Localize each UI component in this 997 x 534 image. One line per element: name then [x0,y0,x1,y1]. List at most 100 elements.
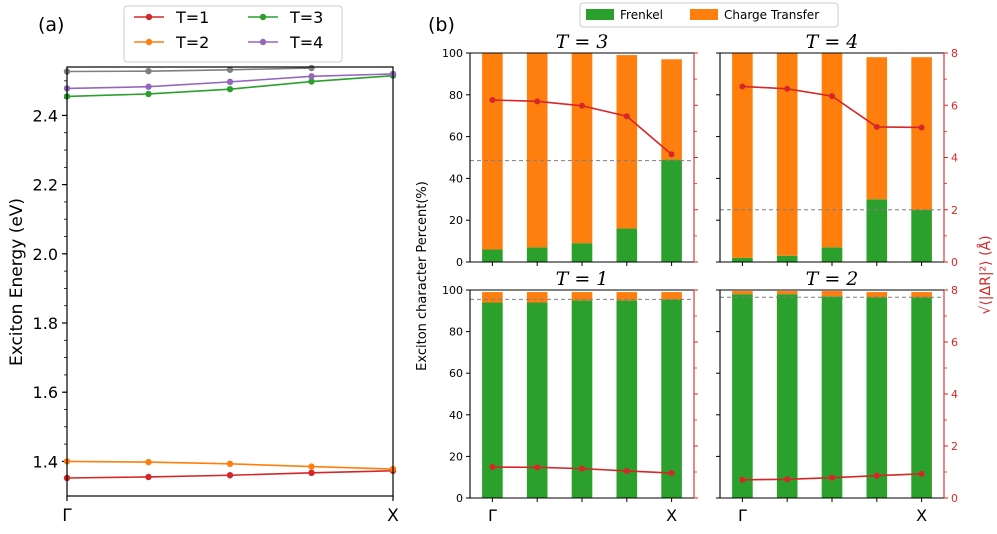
x-tick-label-gamma: Γ [488,506,497,525]
y2-tick-label: 0 [951,256,958,269]
x-tick-label-x: X [916,506,927,525]
rms-data-point [784,476,791,483]
y2-tick-label: 2 [951,204,958,217]
panel-a-data-point [308,78,315,85]
rms-data-point [534,464,541,471]
legend-marker [259,13,267,21]
legend-label-t4: T=4 [289,33,323,52]
rms-data-point [829,474,835,481]
panel-a-data-point [145,458,152,466]
bar-charge-transfer [616,55,638,229]
bar-frenkel [482,302,503,498]
panel-a-data-point [308,469,315,477]
y-tick-label: 80 [449,89,463,102]
rms-data-point [829,93,835,100]
y2-tick-label: 8 [951,47,958,60]
y-tick-label: 100 [442,284,463,297]
bar-charge-transfer [821,53,843,248]
y-tick-label: 40 [449,409,463,422]
x-tick-label-x: X [666,506,677,525]
bar-charge-transfer [526,292,548,303]
panel-a-label: (a) [38,14,64,36]
bar-frenkel [732,257,753,262]
panel-b-y-axis-label: Exciton character Percent(%) [415,181,430,371]
bar-charge-transfer [571,53,593,244]
legend-charge-transfer-swatch [690,9,718,20]
bar-charge-transfer [661,292,682,300]
legend-frenkel-swatch [586,9,614,20]
bar-frenkel [661,299,682,498]
rms-data-point [739,476,746,483]
subplot-t=1: T = 1 0 20 40 60 80 100 Γ X [442,268,698,525]
panel-a-data-point [145,90,152,98]
y2-tick-label: 6 [951,99,958,112]
legend-charge-transfer-label: Charge Transfer [724,8,819,22]
bar-frenkel [616,300,638,498]
bar-charge-transfer [526,53,548,248]
y-tick-label: 0 [456,492,463,505]
subplot-t=2: T = 2 0 2 4 6 8 Γ X [716,268,958,525]
y2-tick-label: 6 [951,336,958,349]
panel-a-plot-frame [66,66,394,497]
bar-frenkel [661,159,682,262]
subplot-t=3: T = 3 0 20 40 60 80 100 [442,31,698,269]
rms-data-point [623,467,630,474]
rms-data-point [873,123,880,130]
bar-charge-transfer [661,59,682,160]
y2-tick-label: 4 [951,388,958,401]
bar-frenkel [911,209,932,262]
bar-charge-transfer [866,292,888,298]
bar-charge-transfer [911,57,932,210]
bar-frenkel [821,296,843,498]
legend-marker [145,38,153,46]
y-tick-label: 20 [449,214,463,227]
bar-frenkel [776,294,798,498]
subplot-title: T = 3 [556,31,609,53]
legend-label-t2: T=2 [175,33,209,52]
bar-frenkel [732,294,753,498]
bar-charge-transfer [482,292,503,303]
legend-frenkel-label: Frenkel [620,8,663,22]
rms-data-point [623,113,630,120]
bar-frenkel [776,255,798,262]
bar-charge-transfer [616,292,638,301]
panel-a-data-point [226,85,234,93]
panel-a-data-point [308,463,315,470]
panel-a-y-tick-label: 2.0 [33,245,58,264]
rms-data-point [668,151,675,158]
bar-frenkel [616,228,638,262]
panel-a-y-tick-label: 1.6 [33,383,58,402]
panel-b-y2-axis-label: √⟨|ΔR|²⟩ (Å) [977,235,994,314]
panel-b-legend[interactable]: Frenkel Charge Transfer [579,2,839,28]
y-tick-label: 60 [449,131,463,144]
panel-a-series [63,64,397,482]
panel-a-data-point [226,78,234,86]
panel-a-data-point [226,66,234,73]
bar-charge-transfer [911,292,932,298]
y-tick-label: 20 [449,450,463,463]
panel-a-y-tick-label: 2.4 [33,106,58,125]
bar-charge-transfer [732,53,753,258]
panel-a-data-point [308,73,315,80]
bar-frenkel [911,297,932,498]
y-tick-label: 100 [442,47,463,60]
bar-charge-transfer [776,291,798,295]
bar-frenkel [866,199,888,262]
panel-a-data-point [308,64,315,72]
panel-b-character-plot: (b) Exciton character Percent(%) √⟨|ΔR|²… [415,2,994,525]
y2-tick-label: 2 [951,440,958,453]
panel-b-label: (b) [428,14,455,36]
panel-a-x-tick-label: X [387,506,399,526]
panel-a-data-point [145,67,152,75]
y2-tick-label: 4 [951,152,958,165]
rms-data-point [784,85,791,92]
y-tick-label: 0 [456,256,463,269]
panel-a-x-tick-label: Γ [62,506,72,526]
bar-frenkel [526,302,548,498]
x-tick-label-gamma: Γ [738,506,747,525]
panel-a-legend[interactable]: T=1 T=2 T=3 T=4 [123,5,343,63]
rms-data-point [668,470,675,477]
panel-a-data-point [226,472,234,479]
